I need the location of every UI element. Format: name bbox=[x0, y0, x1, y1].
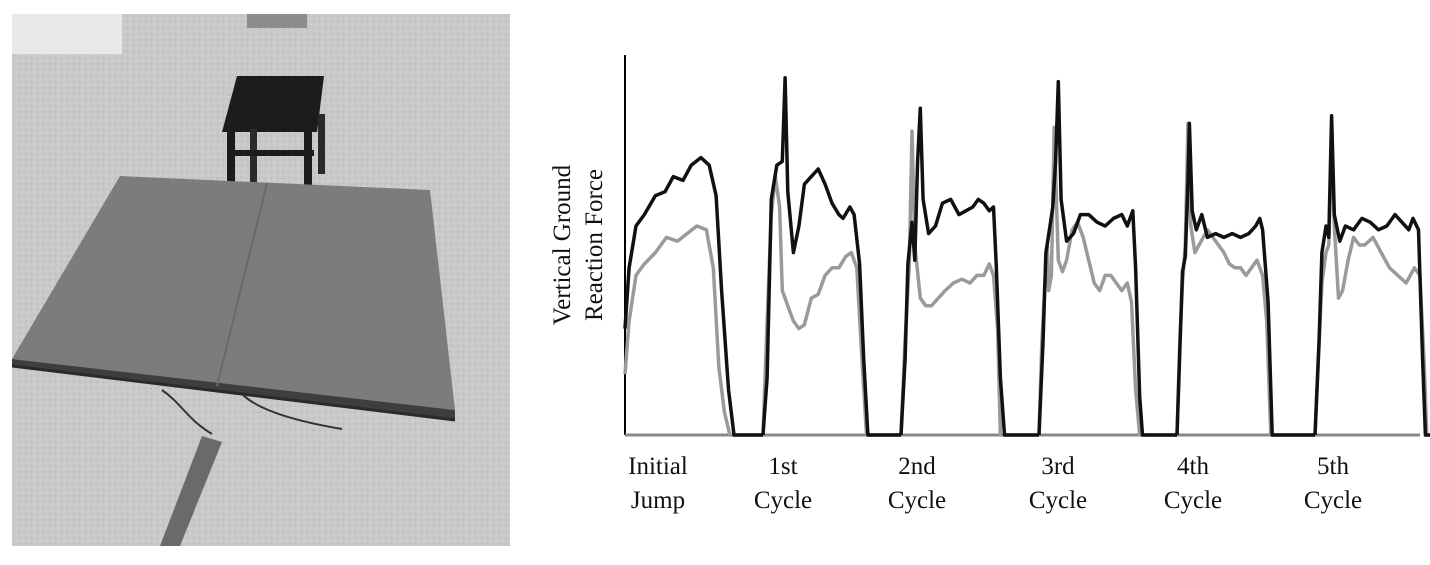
series-2-cycle-5-line bbox=[1175, 121, 1315, 437]
x-tick-label-4-line-2: Cycle bbox=[1028, 487, 1088, 514]
force-plates bbox=[11, 176, 456, 422]
x-tick-label-1-line-1: Initial bbox=[628, 453, 688, 480]
x-tick-label-2-line-2: Cycle bbox=[753, 487, 813, 514]
x-tick-label-3-line-2: Cycle bbox=[887, 487, 947, 514]
cable bbox=[160, 389, 343, 546]
series-1-cycle-2-line bbox=[761, 76, 901, 437]
x-tick-label-1: Initial Jump bbox=[598, 450, 718, 518]
series-2-cycle-1-line bbox=[623, 224, 763, 437]
plyo-box bbox=[222, 76, 325, 192]
x-tick-label-6-line-2: Cycle bbox=[1303, 487, 1363, 514]
x-tick-label-4: 3rd Cycle bbox=[998, 450, 1118, 518]
series-1-cycle-3-line bbox=[899, 106, 1039, 437]
force-plate-photo bbox=[11, 14, 510, 546]
x-tick-label-3: 2nd Cycle bbox=[857, 450, 977, 518]
y-axis-label-line-2: Reaction Force bbox=[581, 169, 608, 321]
x-tick-label-3-line-1: 2nd bbox=[898, 453, 936, 480]
series-1-cycle-5-line bbox=[1175, 121, 1315, 437]
x-tick-label-6-line-1: 5th bbox=[1317, 453, 1349, 480]
series-2-cycle-6-line bbox=[1313, 129, 1430, 437]
x-tick-label-2-line-1: 1st bbox=[768, 453, 798, 480]
x-tick-label-4-line-1: 3rd bbox=[1041, 453, 1075, 480]
chart-canvas: Vertical Ground Reaction Force bbox=[549, 55, 1430, 437]
series-2-cycle-3-line bbox=[899, 129, 1039, 437]
series-1-cycle-1-line bbox=[623, 155, 763, 437]
series-layer bbox=[623, 76, 1430, 437]
x-tick-label-5-line-1: 4th bbox=[1177, 453, 1209, 480]
x-tick-label-5-line-2: Cycle bbox=[1163, 487, 1223, 514]
vgrf-chart: Vertical Ground Reaction Force Initial Ju… bbox=[530, 0, 1430, 560]
background-equipment bbox=[12, 14, 307, 54]
x-tick-label-2: 1st Cycle bbox=[723, 450, 843, 518]
y-axis-label: Vertical Ground Reaction Force bbox=[549, 164, 608, 325]
photo-illustration bbox=[11, 14, 510, 546]
series-2-cycle-4-line bbox=[1037, 125, 1177, 437]
series-1-cycle-4-line bbox=[1037, 79, 1177, 437]
x-tick-label-5: 4th Cycle bbox=[1133, 450, 1253, 518]
series-1-cycle-6-line bbox=[1313, 114, 1430, 437]
series-2-cycle-2-line bbox=[761, 174, 901, 437]
x-tick-label-6: 5th Cycle bbox=[1273, 450, 1393, 518]
y-axis-label-line-1: Vertical Ground bbox=[549, 164, 576, 325]
x-tick-label-1-line-2: Jump bbox=[630, 487, 686, 514]
